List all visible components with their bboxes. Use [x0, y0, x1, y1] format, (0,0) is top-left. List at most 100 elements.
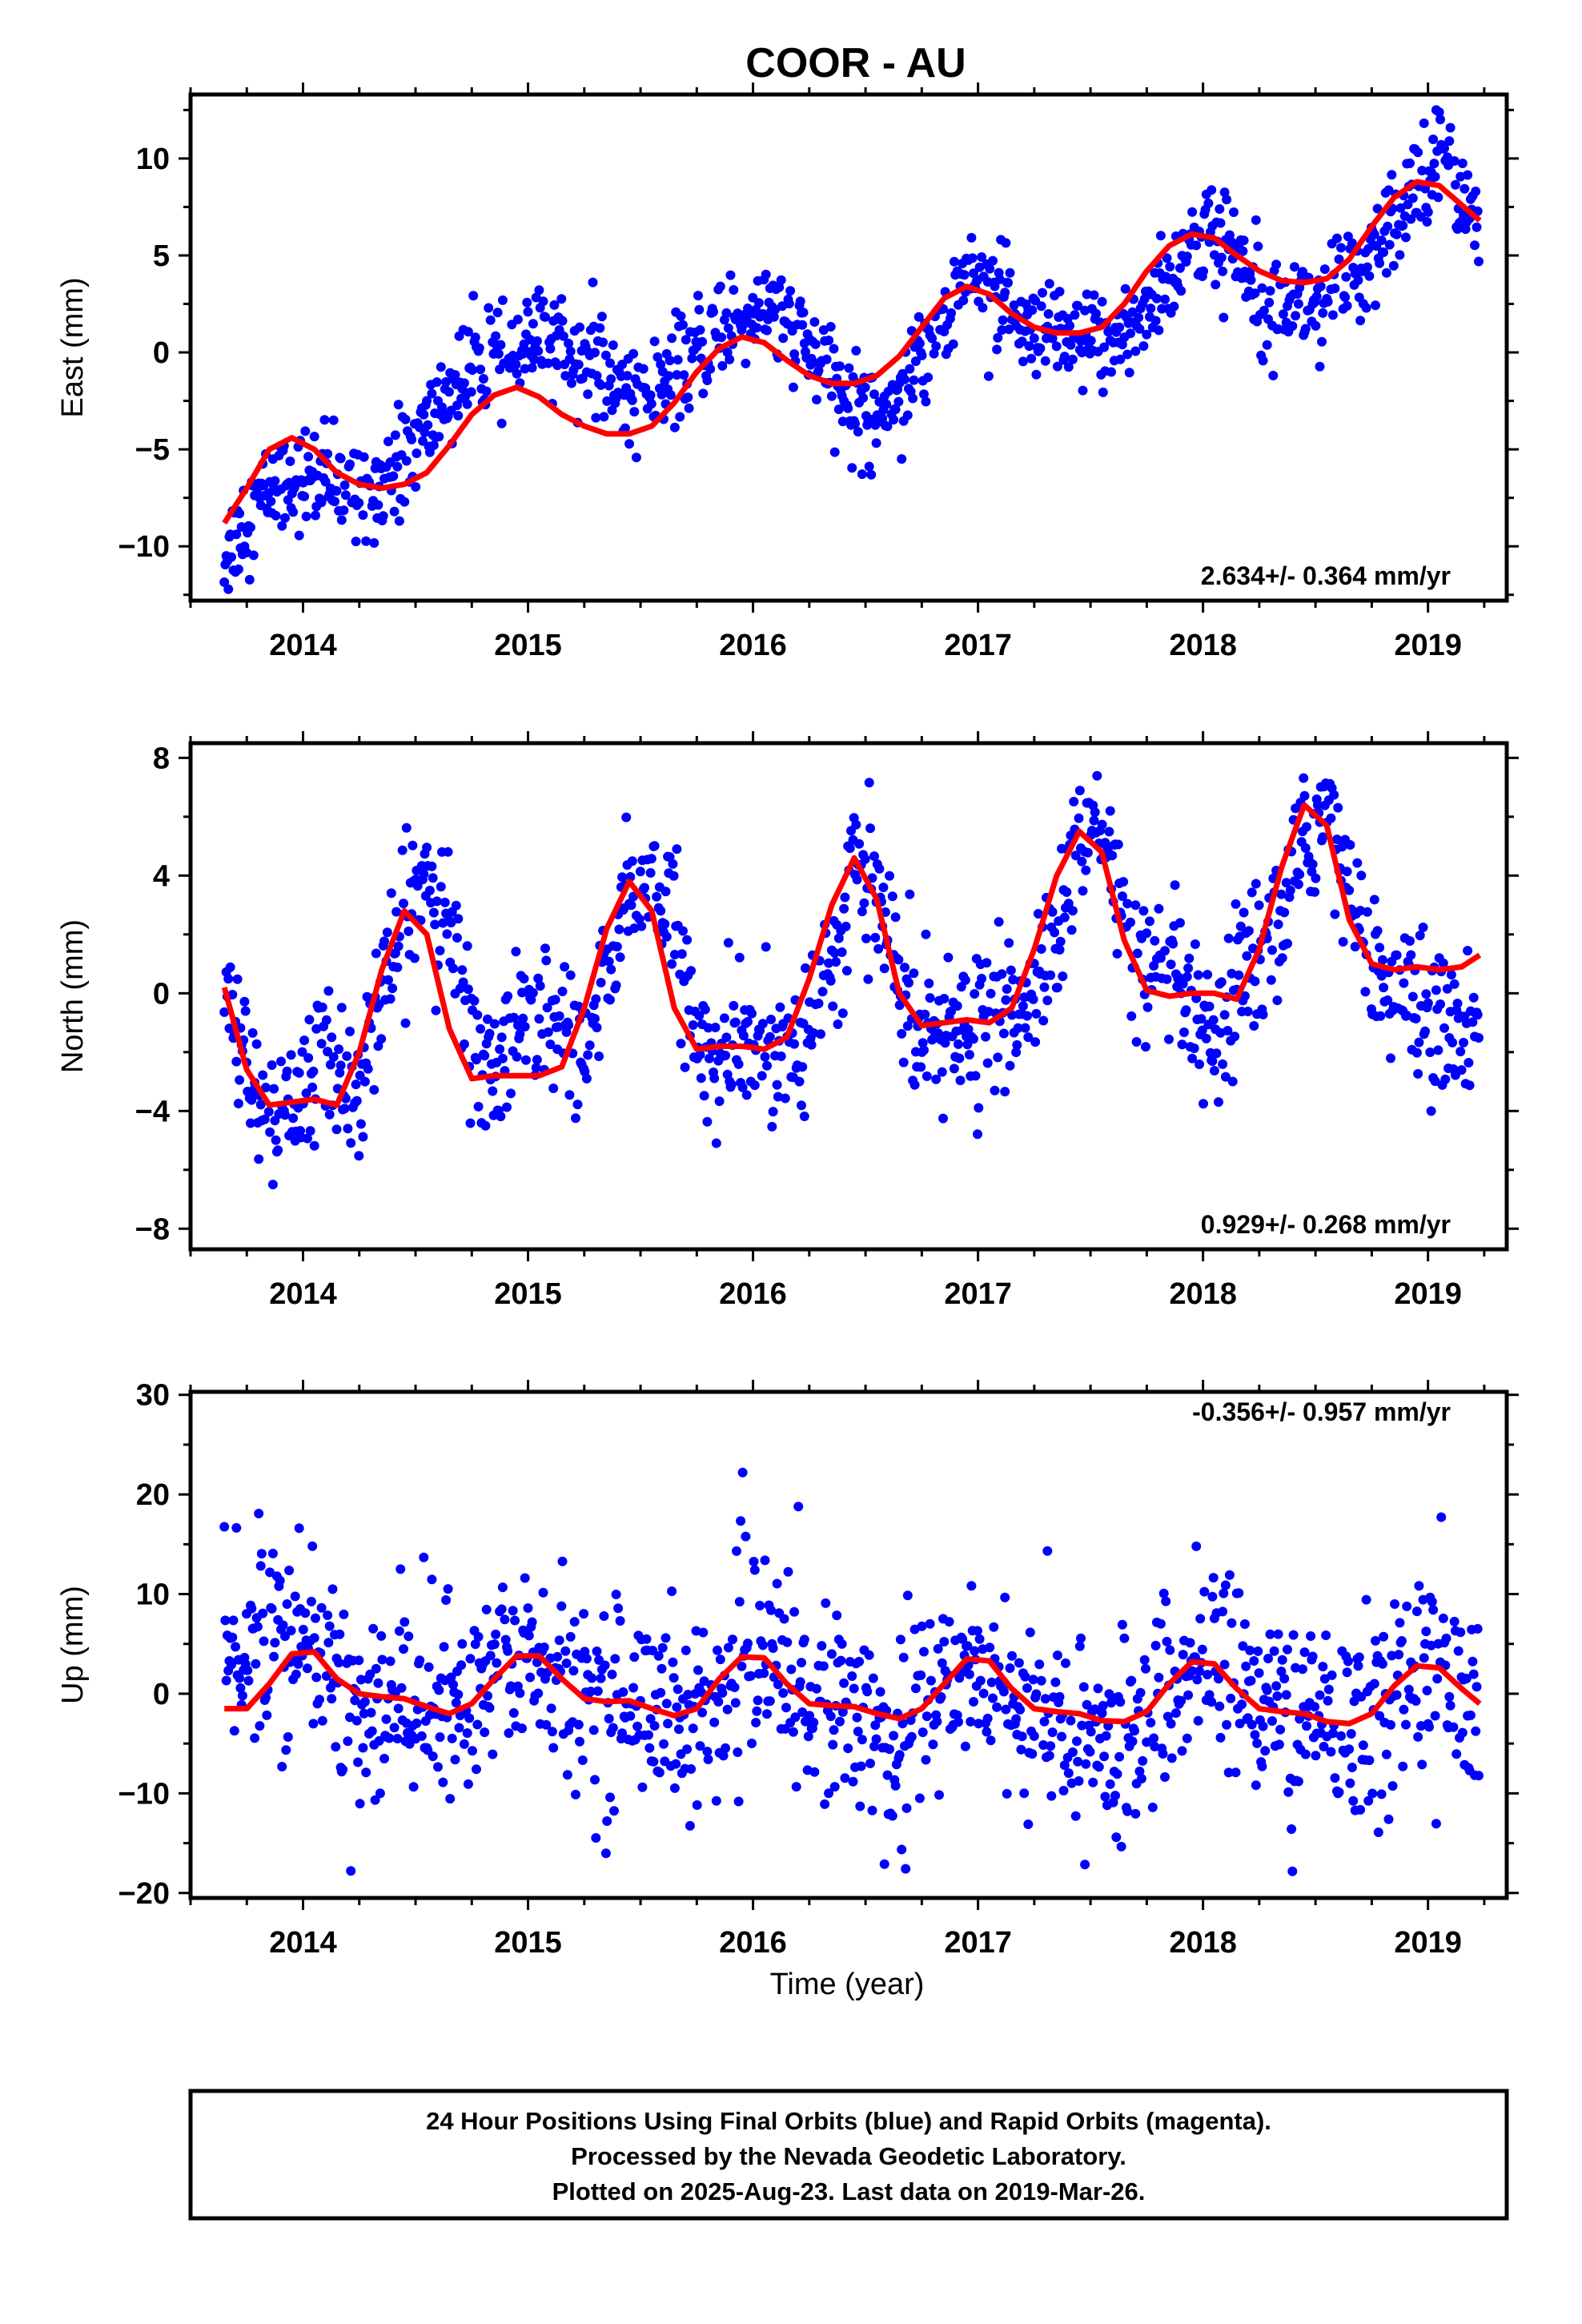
position-point	[661, 931, 672, 942]
position-point	[451, 900, 461, 911]
position-point	[370, 1795, 380, 1805]
position-point	[265, 1127, 275, 1137]
position-point	[330, 497, 339, 507]
position-point	[472, 1764, 481, 1775]
position-point	[757, 1019, 768, 1029]
position-point	[267, 1180, 278, 1190]
position-point	[1449, 979, 1460, 989]
position-point	[990, 1085, 1000, 1096]
position-point	[797, 1100, 806, 1111]
north-frame	[188, 741, 1509, 1252]
position-point	[809, 1767, 820, 1777]
position-point	[672, 370, 682, 380]
position-point	[416, 1731, 427, 1741]
position-point	[233, 1099, 243, 1108]
position-point	[1327, 1670, 1337, 1680]
position-point	[854, 1656, 865, 1667]
position-point	[615, 952, 625, 963]
position-point	[327, 1584, 338, 1594]
position-point	[1166, 1753, 1177, 1763]
position-point	[496, 340, 506, 350]
position-point	[353, 1757, 363, 1767]
position-point	[436, 362, 446, 372]
position-point	[596, 1673, 606, 1683]
position-point	[669, 1783, 680, 1793]
position-point	[1272, 995, 1283, 1006]
position-point	[453, 411, 464, 420]
position-point	[1142, 1002, 1153, 1012]
position-point	[231, 1522, 242, 1533]
position-point	[1166, 959, 1176, 970]
position-point	[964, 1050, 974, 1059]
position-point	[1127, 1736, 1138, 1747]
position-point	[1138, 341, 1149, 352]
position-point	[1278, 309, 1288, 320]
position-point	[1002, 984, 1012, 994]
position-point	[780, 1093, 790, 1104]
position-point	[1218, 266, 1228, 276]
position-point	[1013, 1023, 1023, 1033]
position-point	[1427, 1597, 1437, 1607]
position-point	[795, 1677, 805, 1687]
position-point	[1080, 1860, 1090, 1870]
position-point	[1441, 1633, 1452, 1643]
position-point	[921, 1711, 932, 1722]
position-point	[1461, 1674, 1472, 1683]
position-point	[1445, 1700, 1456, 1711]
position-point	[1356, 870, 1367, 881]
chart-title: COOR - AU	[745, 40, 966, 86]
position-point	[575, 322, 584, 332]
position-point	[1097, 1708, 1107, 1719]
position-point	[323, 986, 334, 996]
position-point	[1082, 1699, 1092, 1710]
position-point	[1254, 1668, 1264, 1679]
position-point	[1424, 1722, 1434, 1732]
position-point	[1101, 1731, 1111, 1741]
position-point	[825, 1711, 836, 1722]
position-point	[1439, 1023, 1449, 1033]
position-point	[901, 1864, 911, 1874]
position-point	[657, 1642, 668, 1653]
position-point	[497, 295, 508, 305]
x-tick-label: 2017	[944, 629, 1012, 662]
position-point	[375, 1788, 385, 1799]
position-point	[772, 1578, 782, 1589]
position-point	[591, 412, 601, 423]
position-point	[311, 510, 320, 521]
position-point	[765, 1031, 775, 1042]
position-point	[1211, 1048, 1222, 1059]
position-point	[824, 958, 834, 968]
position-point	[323, 1638, 334, 1648]
position-point	[1098, 1700, 1108, 1711]
position-point	[327, 1032, 337, 1043]
position-point	[1062, 887, 1072, 897]
position-point	[1377, 955, 1387, 965]
position-point	[520, 1022, 530, 1031]
position-point	[298, 1624, 308, 1634]
position-point	[909, 1080, 920, 1090]
position-point	[1066, 340, 1076, 350]
position-point	[1344, 1744, 1355, 1755]
position-point	[1251, 1780, 1261, 1791]
position-point	[1235, 921, 1246, 931]
position-point	[286, 1626, 296, 1636]
position-point	[251, 1039, 262, 1049]
position-point	[1250, 1730, 1260, 1740]
y-tick-label: −4	[135, 1095, 170, 1128]
position-point	[1430, 1076, 1440, 1087]
position-point	[982, 1713, 993, 1723]
position-point	[1277, 953, 1287, 963]
y-tick-label: 0	[153, 977, 170, 1011]
position-point	[269, 1651, 279, 1662]
position-point	[1118, 877, 1129, 887]
position-point	[925, 1618, 935, 1629]
position-point	[676, 1039, 686, 1049]
position-point	[277, 1762, 287, 1771]
position-point	[444, 387, 454, 397]
position-point	[988, 1693, 998, 1703]
position-point	[919, 1045, 929, 1055]
position-point	[1164, 1034, 1174, 1044]
position-point	[818, 1661, 829, 1671]
position-point	[564, 1090, 575, 1100]
position-point	[659, 1739, 669, 1749]
